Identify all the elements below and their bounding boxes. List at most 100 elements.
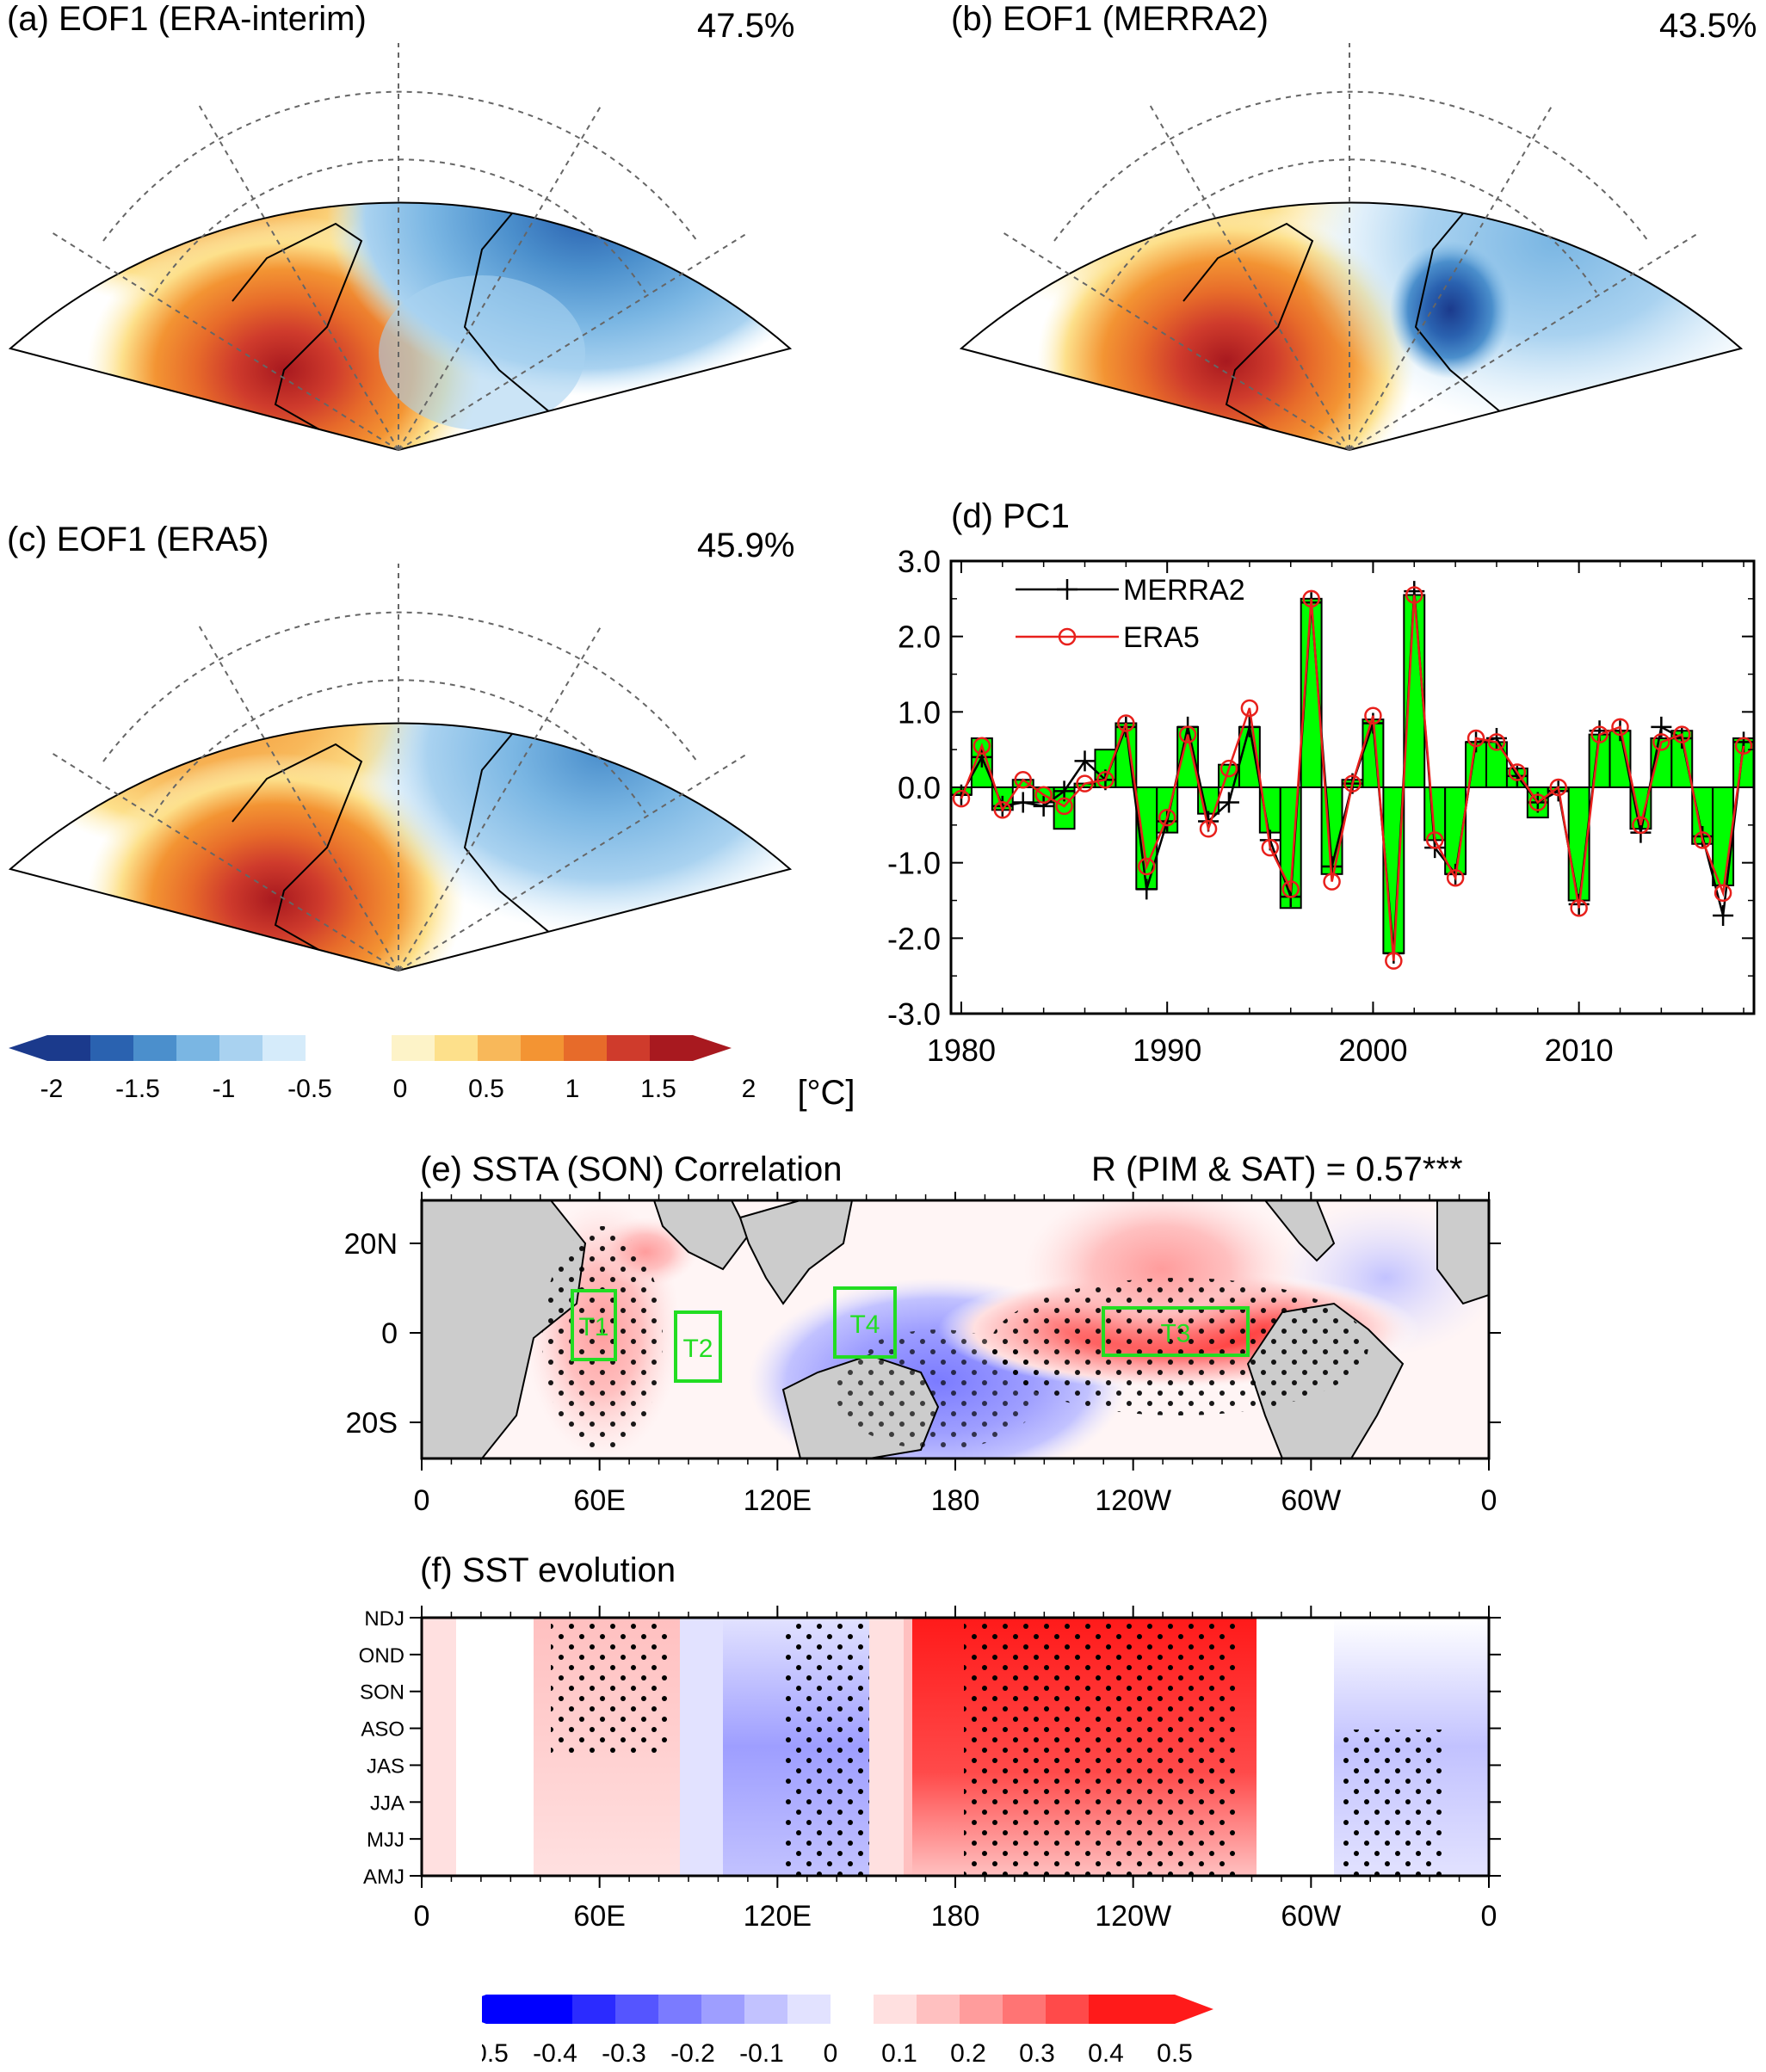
lon-tick-label: 0 — [1481, 1900, 1497, 1933]
sst-colorbar-label: 0.5 — [1157, 2039, 1193, 2068]
sst-colorbar-label: -0.3 — [602, 2039, 646, 2068]
region-box-label: T2 — [682, 1335, 713, 1363]
panel-c-variance: 45.9% — [697, 527, 795, 564]
eof-colorbar-label: 2 — [742, 1075, 756, 1103]
lon-tick-label: 120W — [1095, 1484, 1171, 1517]
pc1-era5-marker — [1570, 899, 1588, 917]
region-box-label: T3 — [1160, 1320, 1190, 1348]
pc1-era5-marker — [973, 737, 991, 755]
panel-a-title: (a) EOF1 (ERA-interim) — [7, 0, 367, 38]
season-tick-label: JAS — [367, 1754, 404, 1778]
pc1-ytick-label: -3.0 — [887, 996, 941, 1032]
sst-colorbar-swatch — [831, 1995, 874, 2024]
pc1-era5-marker — [1076, 774, 1094, 792]
pc1-era5-marker — [1425, 831, 1444, 849]
region-box-t1 — [571, 1289, 617, 1361]
panel-a-variance: 47.5% — [697, 7, 795, 45]
sst-colorbar-swatch — [615, 1995, 658, 2024]
pc1-merra2-marker — [1012, 792, 1034, 813]
eof-colorbar-label: 0 — [393, 1075, 408, 1103]
eof-colorbar-swatch — [219, 1035, 262, 1061]
pc1-era5-marker — [1281, 880, 1300, 898]
pc1-era5-marker — [1405, 586, 1423, 604]
sst-colorbar-swatch — [1089, 1995, 1132, 2024]
sst-colorbar-label: 0.3 — [1019, 2039, 1055, 2068]
legend-merra2-label: MERRA2 — [1123, 574, 1245, 607]
pc1-era5-marker — [1385, 952, 1403, 970]
sst-colorbar-label: 0.2 — [950, 2039, 986, 2068]
panel-b-title: (b) EOF1 (MERRA2) — [951, 0, 1269, 38]
season-tick-label: JJA — [370, 1791, 404, 1815]
panel-e-correlation: R (PIM & SAT) = 0.57*** — [1091, 1150, 1463, 1188]
season-tick-label: MJJ — [367, 1828, 404, 1852]
pc1-ytick-label: 3.0 — [898, 544, 941, 579]
pc1-xtick-label: 2000 — [1338, 1033, 1407, 1068]
eof-colorbar-label: -2 — [40, 1075, 64, 1103]
panel-d-title: (d) PC1 — [951, 497, 1070, 535]
lon-tick-label: 120E — [744, 1484, 812, 1517]
season-tick-label: SON — [360, 1681, 404, 1705]
pc1-era5-marker — [1611, 718, 1629, 737]
eof-colorbar-swatch — [607, 1035, 650, 1061]
lat-tick-label: 20S — [346, 1407, 398, 1440]
pc1-era5-marker — [1138, 857, 1156, 876]
season-tick-label: OND — [359, 1644, 404, 1668]
eof-colorbar-arrow-right — [693, 1035, 732, 1061]
pc1-merra2-marker — [971, 746, 992, 768]
pc1-era5-marker — [1714, 884, 1732, 902]
eof-colorbar-label: 1 — [565, 1075, 580, 1103]
sst-evolution-hovmoller: 0 60E 120E 180 120W 60W 0 NDJ OND SON ASO JAS JJA MJJ… — [359, 1606, 1501, 1933]
pc1-era5-marker — [1364, 706, 1382, 725]
season-tick-label: AMJ — [363, 1865, 404, 1889]
pc1-era5-marker — [1734, 737, 1753, 755]
eof-colorbar-label: -0.5 — [287, 1075, 332, 1103]
eof-colorbar-label: -1.5 — [115, 1075, 160, 1103]
eof-colorbar-label: -1 — [213, 1075, 236, 1103]
eof-colorbar-swatch — [478, 1035, 521, 1061]
sst-colorbar-label: -0.1 — [739, 2039, 784, 2068]
sst-colorbar-swatch — [572, 1995, 615, 2024]
eof-colorbar-swatch — [176, 1035, 219, 1061]
sst-colorbar-swatch — [917, 1995, 960, 2024]
sst-colorbar-swatch — [874, 1995, 917, 2024]
sst-colorbar-label: 0 — [824, 2039, 838, 2068]
lon-tick-label: 120W — [1095, 1900, 1171, 1933]
pc1-era5-marker — [1240, 699, 1259, 718]
eof-colorbar-swatch — [133, 1035, 176, 1061]
sst-colorbar-label: -0.4 — [533, 2039, 577, 2068]
eof-colorbar-swatch — [521, 1035, 564, 1061]
region-box-label: T4 — [849, 1310, 880, 1339]
pc1-era5-marker — [1014, 770, 1032, 789]
panel-c-title: (c) EOF1 (ERA5) — [7, 521, 269, 558]
pc1-merra2-marker — [1033, 795, 1054, 817]
pc1-era5-marker — [1446, 868, 1465, 887]
panel-b-map — [959, 43, 1744, 452]
pc1-xtick-label: 1990 — [1133, 1033, 1201, 1068]
sst-colorbar-swatch — [1046, 1995, 1089, 2024]
lon-tick-label: 180 — [931, 1484, 980, 1517]
pc1-era5-marker — [1034, 786, 1053, 805]
lat-tick-label: 20N — [344, 1228, 398, 1261]
region-box-t2 — [674, 1310, 722, 1383]
sst-colorbar-swatch — [701, 1995, 744, 2024]
region-box-label: T1 — [578, 1313, 608, 1341]
eof-colorbar-unit: [°C] — [797, 1074, 855, 1112]
sst-colorbar-swatch — [787, 1995, 831, 2024]
panel-e-title: (e) SSTA (SON) Correlation — [420, 1150, 843, 1188]
legend-era5-label: ERA5 — [1123, 621, 1200, 654]
sst-colorbar-swatch — [744, 1995, 787, 2024]
eof-colorbar-swatch — [564, 1035, 607, 1061]
eof-colorbar: -2 -1.5 -1 -0.5 0 0.5 1 1.5 2 [°C] — [9, 1035, 855, 1112]
region-box-t4 — [833, 1286, 897, 1359]
pc1-ytick-label: -2.0 — [887, 921, 941, 956]
pc1-merra2-marker — [1074, 750, 1096, 772]
pc1-era5-marker — [1055, 797, 1073, 816]
pc1-era5-marker — [1261, 838, 1280, 857]
pc1-era5-marker — [1467, 729, 1485, 748]
eof-colorbar-swatch — [90, 1035, 133, 1061]
pc1-era5-marker — [1528, 793, 1547, 811]
pc1-era5-marker — [1178, 725, 1197, 743]
lon-tick-label: 60W — [1281, 1484, 1341, 1517]
sst-colorbar: -0.5 -0.4 -0.3 -0.2 -0.1 0 0.1 0.2 0.3 0.4 0.5 — [482, 1995, 1213, 2068]
eof-colorbar-arrow-left — [9, 1035, 47, 1061]
